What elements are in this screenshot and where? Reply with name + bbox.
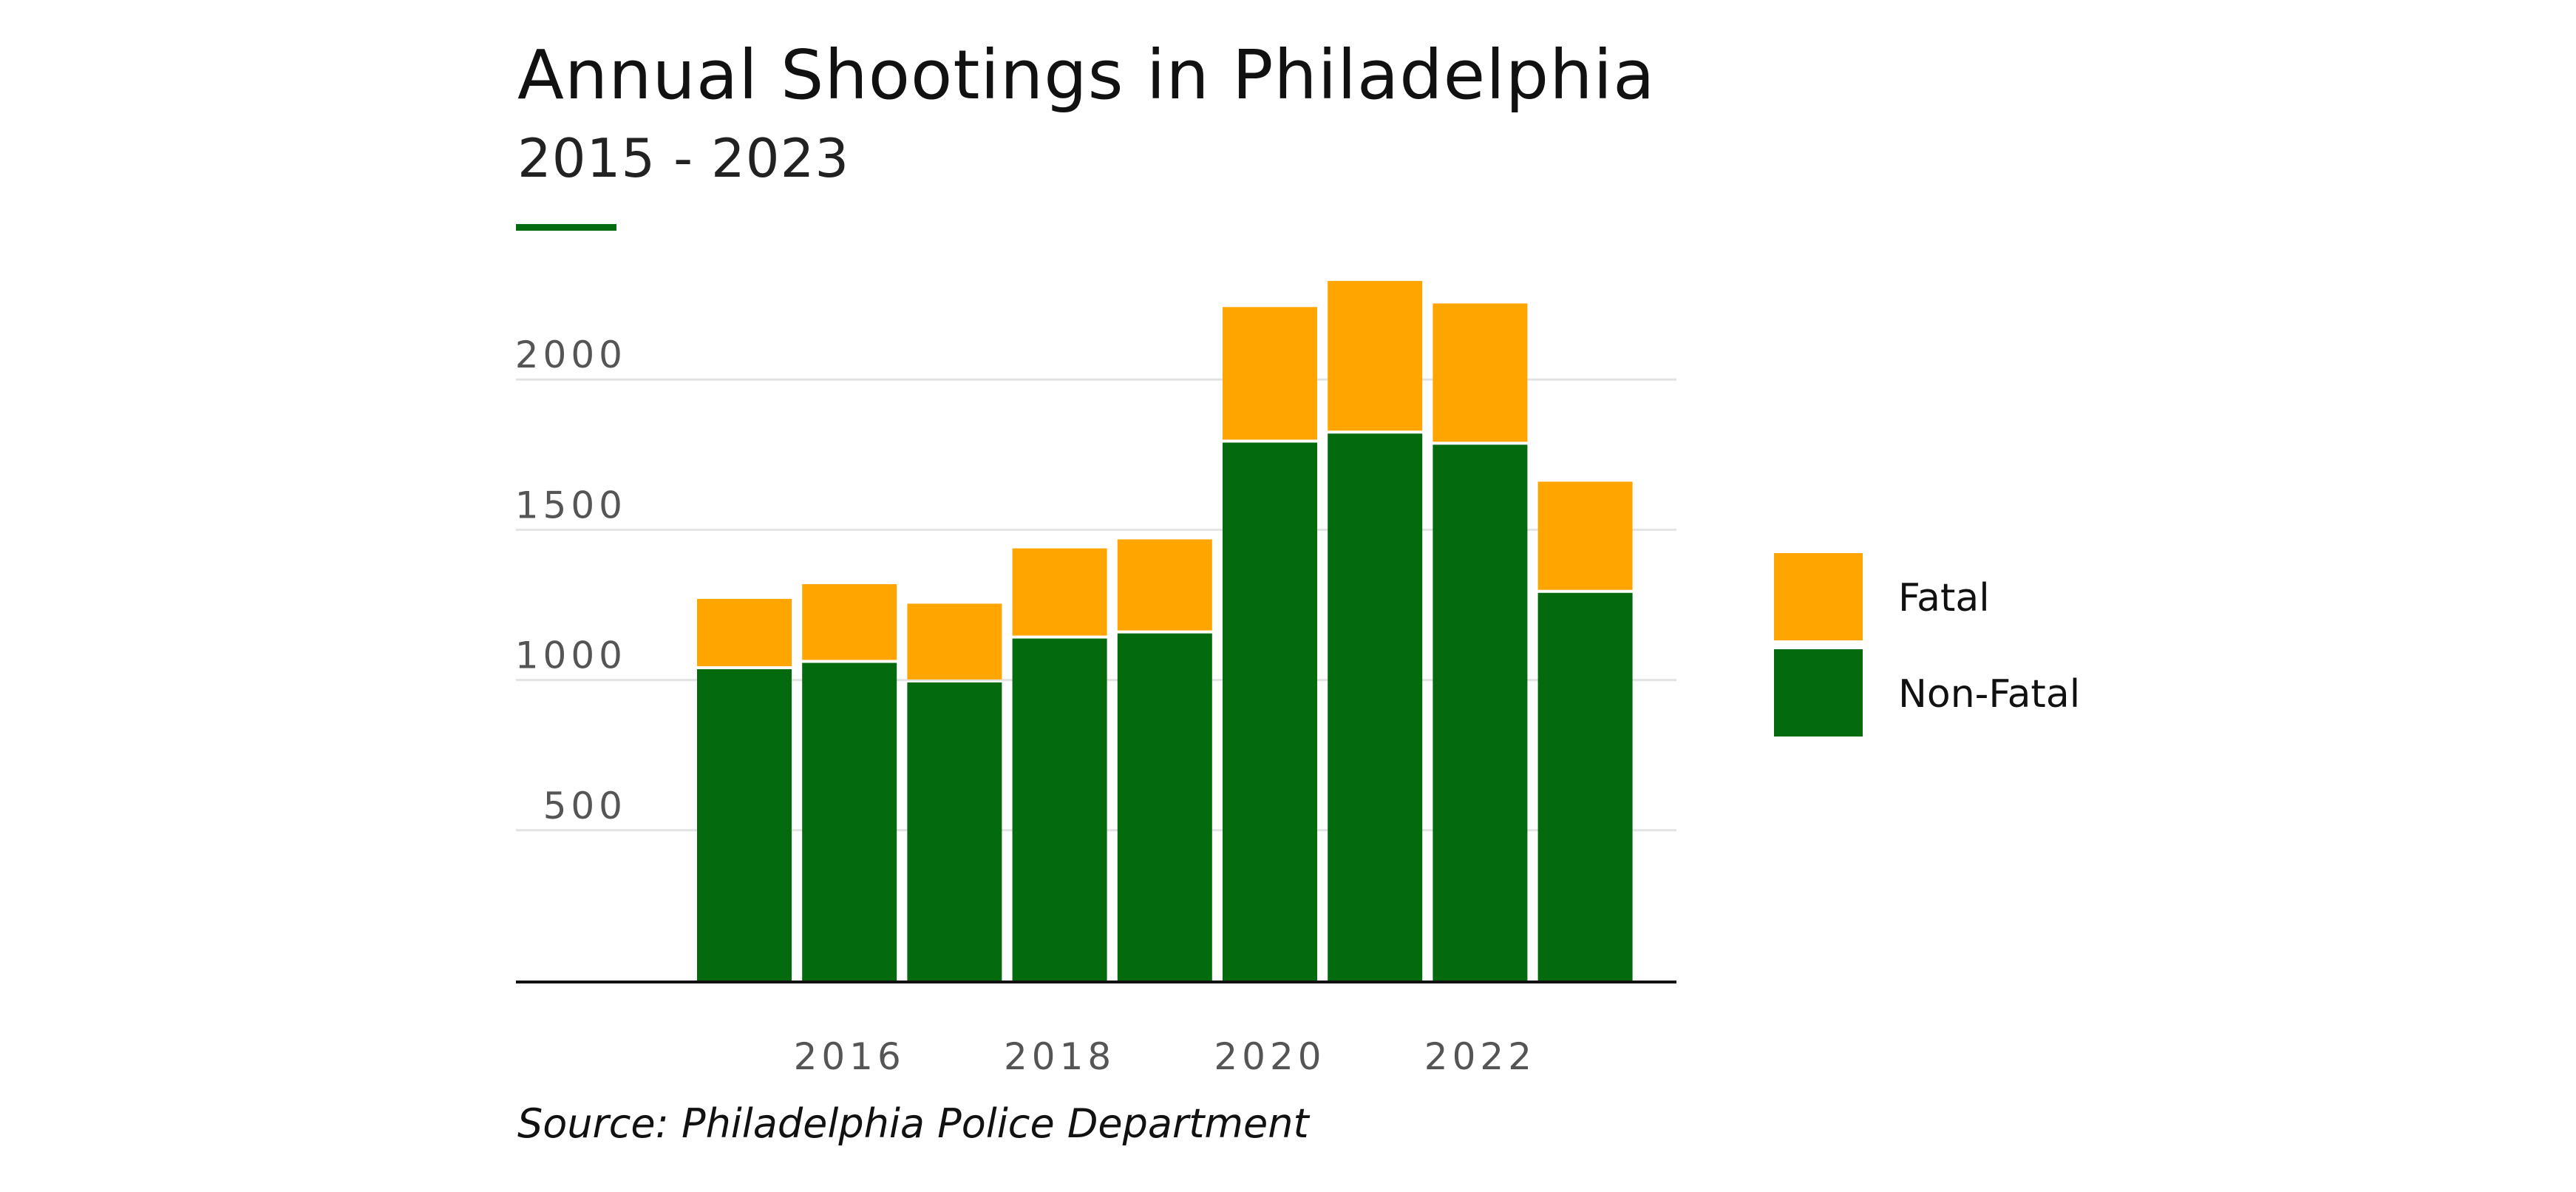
chart-source: Source: Philadelphia Police Department bbox=[517, 1100, 1309, 1147]
bar-non-fatal-2018 bbox=[1012, 638, 1107, 981]
bar-fatal-2023 bbox=[1537, 481, 1633, 590]
bar-fatal-2019 bbox=[1117, 539, 1212, 631]
bar-fatal-2017 bbox=[907, 603, 1002, 680]
title-accent-bar bbox=[516, 224, 616, 231]
y-tick-label: 500 bbox=[543, 785, 627, 827]
bar-fatal-2016 bbox=[802, 583, 897, 660]
x-tick-label: 2020 bbox=[1214, 1035, 1325, 1078]
bar-non-fatal-2023 bbox=[1537, 592, 1633, 981]
x-tick-label: 2016 bbox=[794, 1035, 905, 1078]
bar-fatal-2020 bbox=[1223, 307, 1317, 440]
legend-label-fatal: Fatal bbox=[1898, 576, 1990, 620]
bar-non-fatal-2020 bbox=[1223, 442, 1317, 981]
legend: Fatal Non-Fatal bbox=[1774, 553, 2080, 736]
y-tick-label: 2000 bbox=[515, 333, 627, 376]
chart-subtitle: 2015 - 2023 bbox=[517, 127, 850, 189]
bar-non-fatal-2015 bbox=[697, 668, 792, 981]
bar-fatal-2015 bbox=[697, 598, 792, 666]
legend-label-non-fatal: Non-Fatal bbox=[1898, 672, 2080, 717]
bar-non-fatal-2016 bbox=[802, 663, 897, 981]
y-tick-label: 1500 bbox=[515, 484, 627, 526]
bar-non-fatal-2019 bbox=[1117, 633, 1212, 981]
bar-non-fatal-2017 bbox=[907, 682, 1002, 981]
y-axis-ticks: 500 1000 1500 2000 bbox=[515, 333, 627, 827]
bar-non-fatal-2022 bbox=[1433, 444, 1528, 981]
bar-non-fatal-2021 bbox=[1328, 433, 1423, 981]
legend-swatch-non-fatal bbox=[1774, 649, 1863, 736]
bars bbox=[697, 280, 1633, 981]
chart-title: Annual Shootings in Philadelphia bbox=[517, 35, 1656, 115]
x-tick-label: 2022 bbox=[1424, 1035, 1536, 1078]
bar-fatal-2022 bbox=[1433, 303, 1528, 442]
bar-fatal-2018 bbox=[1012, 548, 1107, 636]
y-tick-label: 1000 bbox=[515, 634, 627, 677]
x-axis-ticks: 2016 2018 2020 2022 bbox=[794, 1035, 1536, 1078]
x-tick-label: 2018 bbox=[1004, 1035, 1115, 1078]
bar-fatal-2021 bbox=[1328, 280, 1423, 431]
legend-swatch-fatal bbox=[1774, 553, 1863, 640]
